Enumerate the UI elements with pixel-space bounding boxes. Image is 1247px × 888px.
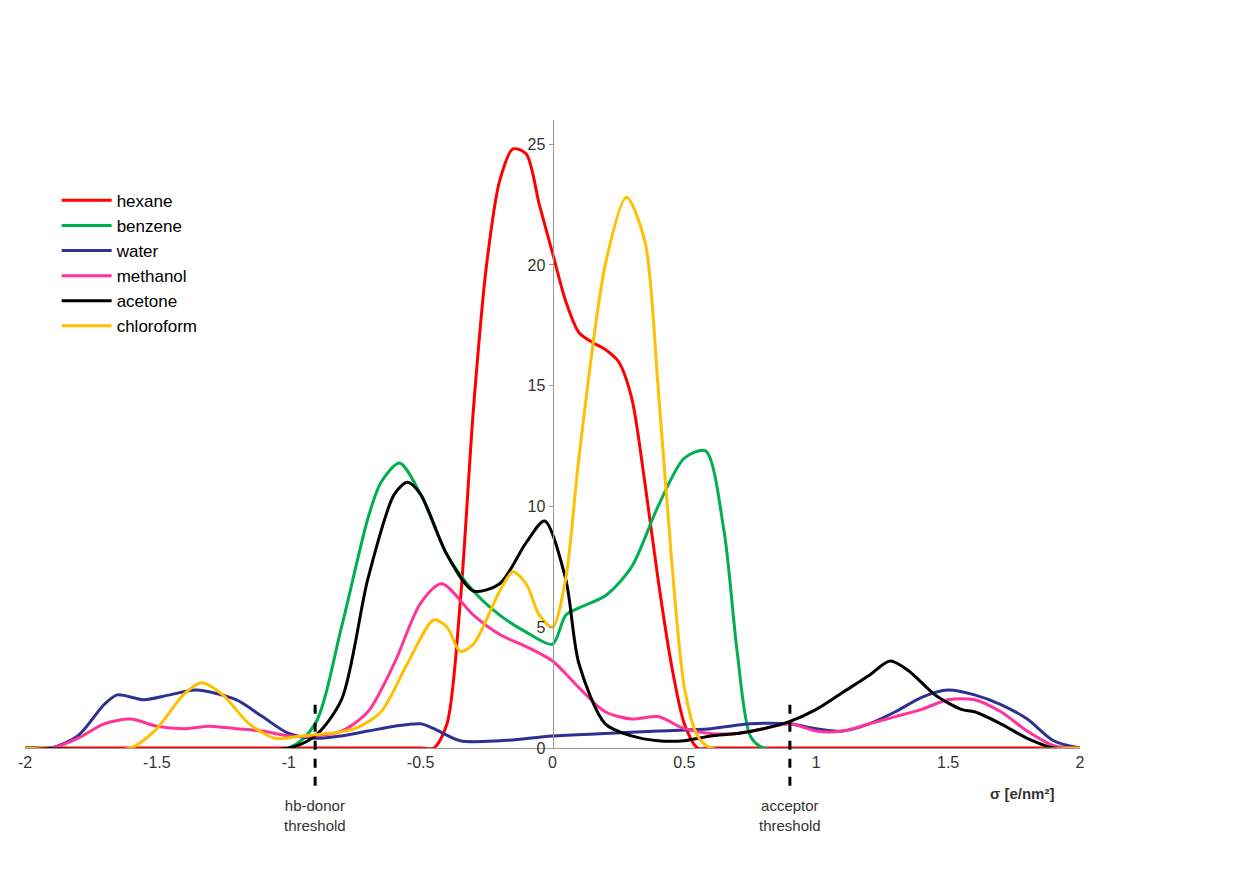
svg-text:0: 0 (536, 740, 545, 757)
svg-text:15: 15 (528, 377, 546, 394)
svg-text:0: 0 (548, 754, 557, 771)
svg-text:1.5: 1.5 (937, 754, 959, 771)
svg-text:20: 20 (528, 257, 546, 274)
svg-text:hb-donorthreshold: hb-donorthreshold (284, 797, 346, 834)
svg-text:benzene: benzene (117, 217, 182, 236)
svg-text:25: 25 (528, 136, 546, 153)
svg-text:-0.5: -0.5 (407, 754, 435, 771)
svg-text:10: 10 (528, 498, 546, 515)
svg-text:acetone: acetone (117, 292, 177, 311)
svg-text:-1.5: -1.5 (143, 754, 171, 771)
svg-text:1: 1 (812, 754, 821, 771)
svg-text:-1: -1 (282, 754, 296, 771)
svg-text:σ [e/nm²]: σ [e/nm²] (990, 785, 1054, 802)
svg-text:chloroform: chloroform (117, 317, 197, 336)
svg-text:acceptorthreshold: acceptorthreshold (759, 797, 821, 834)
svg-text:-2: -2 (18, 754, 32, 771)
svg-text:5: 5 (536, 619, 545, 636)
svg-text:hexane: hexane (117, 192, 173, 211)
svg-text:methanol: methanol (117, 267, 187, 286)
svg-text:2: 2 (1076, 754, 1085, 771)
svg-text:0.5: 0.5 (673, 754, 695, 771)
svg-text:water: water (116, 242, 159, 261)
